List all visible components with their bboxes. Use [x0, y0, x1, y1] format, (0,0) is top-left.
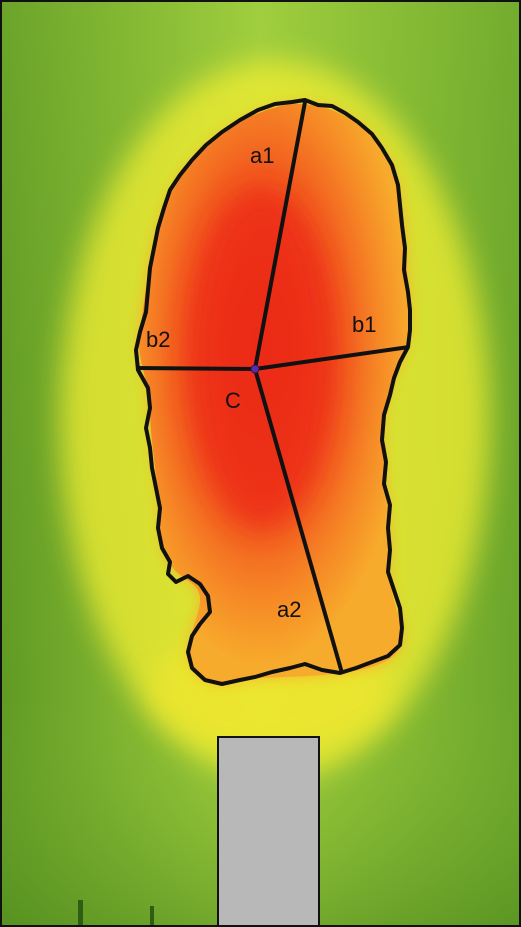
axis-a2 — [253, 368, 344, 674]
center-point — [250, 364, 260, 374]
hot-core — [192, 190, 332, 530]
axis-b2 — [135, 366, 256, 371]
label-a2: a2 — [277, 597, 301, 622]
heat-source-block — [217, 736, 320, 927]
label-b1: b1 — [352, 312, 376, 337]
label-center: C — [225, 388, 241, 413]
label-a1: a1 — [250, 143, 274, 168]
label-b2: b2 — [146, 327, 170, 352]
plume-contour — [134, 98, 412, 686]
axis-a1 — [253, 101, 307, 370]
bottom-mark-2 — [150, 906, 154, 927]
bottom-mark-1 — [78, 900, 83, 927]
axis-b1 — [254, 345, 410, 371]
